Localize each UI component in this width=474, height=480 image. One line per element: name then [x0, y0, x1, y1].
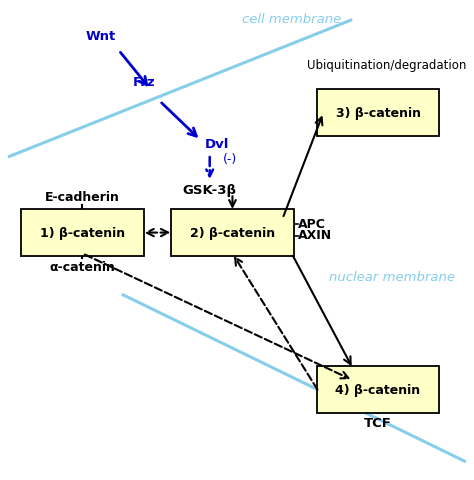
Text: E-cadherin: E-cadherin [45, 191, 120, 204]
Text: nuclear membrane: nuclear membrane [328, 270, 455, 283]
Text: 1) β-catenin: 1) β-catenin [40, 227, 125, 240]
FancyBboxPatch shape [171, 210, 294, 256]
Text: 3) β-catenin: 3) β-catenin [336, 107, 420, 120]
Text: GSK-3β: GSK-3β [182, 184, 237, 197]
Text: Dvl: Dvl [205, 138, 229, 151]
FancyBboxPatch shape [317, 90, 439, 136]
Text: Wnt: Wnt [85, 30, 116, 43]
Text: TCF: TCF [364, 416, 392, 429]
Text: 4) β-catenin: 4) β-catenin [336, 383, 420, 396]
FancyBboxPatch shape [317, 367, 439, 413]
Text: (-): (-) [223, 153, 237, 166]
Text: α-catenin: α-catenin [49, 261, 115, 274]
Text: APC: APC [299, 217, 326, 230]
Text: Frz: Frz [132, 76, 155, 89]
Text: 2) β-catenin: 2) β-catenin [190, 227, 275, 240]
FancyBboxPatch shape [21, 210, 144, 256]
Text: Ubiquitination/degradation: Ubiquitination/degradation [308, 59, 467, 72]
Text: AXIN: AXIN [299, 229, 333, 242]
Text: cell membrane: cell membrane [242, 13, 341, 26]
